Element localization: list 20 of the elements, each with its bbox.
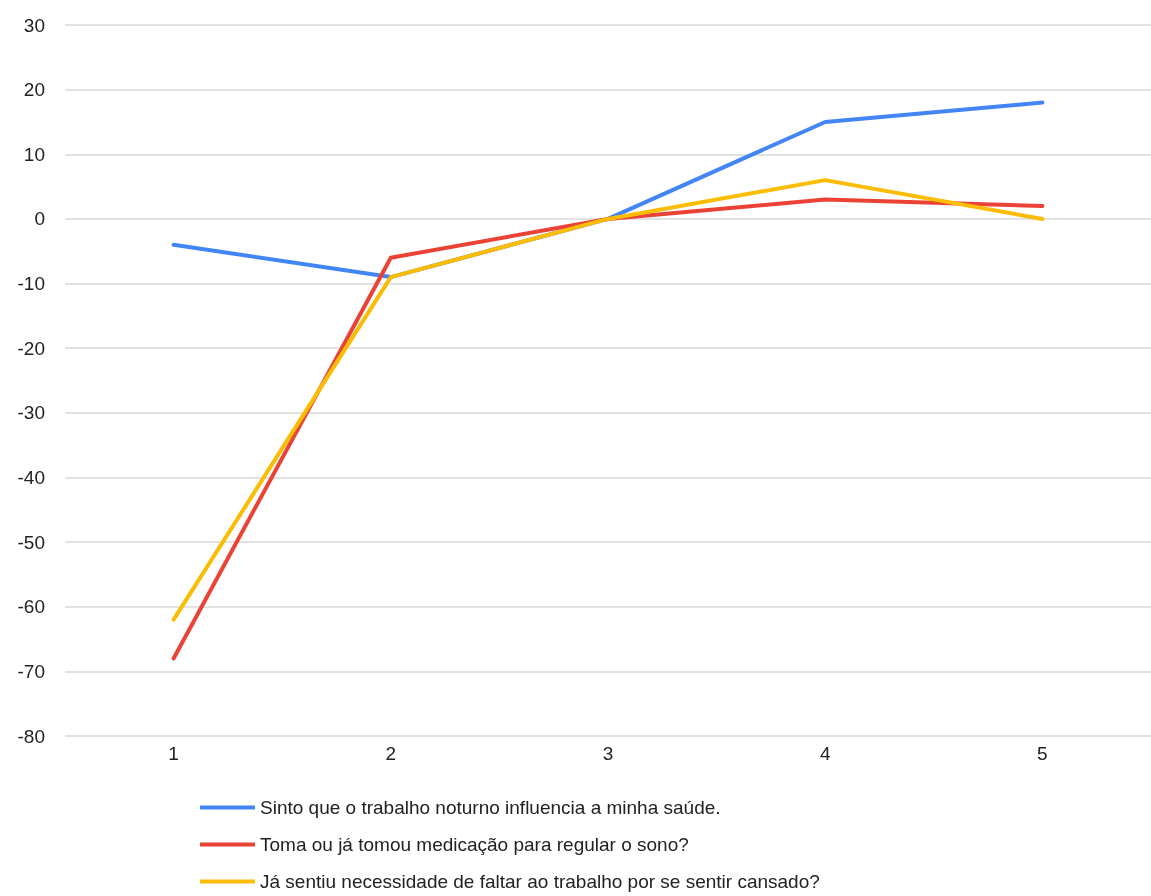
legend-label: Toma ou já tomou medicação para regular o sono? bbox=[260, 834, 689, 855]
y-tick-label: -10 bbox=[17, 273, 45, 295]
y-tick-label: -20 bbox=[17, 337, 45, 359]
y-tick-label: -50 bbox=[17, 531, 45, 553]
x-tick-label: 3 bbox=[602, 743, 614, 764]
y-tick-label: -40 bbox=[17, 466, 45, 488]
y-tick-label: 0 bbox=[34, 208, 45, 230]
y-tick-label: 20 bbox=[23, 79, 45, 101]
y-tick-label: -70 bbox=[17, 660, 45, 682]
x-tick-label: 1 bbox=[168, 743, 179, 764]
x-tick-label: 5 bbox=[1037, 743, 1048, 764]
y-tick-label: 30 bbox=[23, 14, 45, 36]
legend-label: Sinto que o trabalho noturno influencia a minha saúde. bbox=[260, 797, 721, 818]
legend-label: Já sentiu necessidade de faltar ao trabalho por se sentir cansado? bbox=[260, 871, 820, 892]
x-tick-label: 2 bbox=[385, 743, 397, 764]
y-tick-label: -30 bbox=[17, 402, 45, 424]
y-tick-label: 10 bbox=[23, 143, 45, 165]
y-tick-label: -80 bbox=[17, 725, 45, 747]
x-tick-label: 4 bbox=[819, 743, 831, 764]
y-tick-label: -60 bbox=[17, 596, 45, 618]
